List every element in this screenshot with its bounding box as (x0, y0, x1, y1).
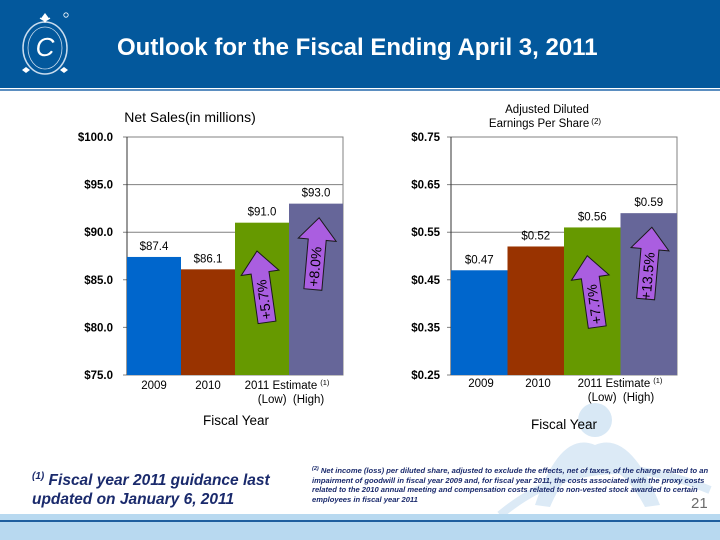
header-divider (0, 89, 720, 91)
chart-title-marker: (2) (591, 117, 601, 126)
data-label: $86.1 (194, 253, 223, 265)
x-tick-label: 2010 (195, 380, 221, 392)
growth-label: +5.7% (253, 279, 274, 321)
x-axis-label: Fiscal Year (203, 413, 270, 428)
y-tick-label: $0.65 (411, 180, 440, 192)
chart-title-line1: Adjusted Diluted (505, 104, 589, 116)
page-number: 21 (691, 495, 708, 512)
data-label: $93.0 (302, 188, 331, 200)
bar-2010 (181, 269, 235, 375)
y-tick-label: $0.25 (411, 370, 440, 382)
data-label: $91.0 (248, 207, 277, 219)
y-tick-label: $0.75 (411, 132, 440, 144)
x-tick-low-high: (Low) (High) (588, 392, 655, 404)
data-label: $0.47 (465, 254, 494, 266)
footnote-1-marker: (1) (32, 471, 45, 482)
x-tick-label: 2011 Estimate (1) (578, 376, 663, 390)
growth-arrow: +7.7% (570, 255, 611, 329)
y-tick-label: $100.0 (78, 132, 113, 144)
arrow-up-icon (297, 217, 338, 291)
arrow-up-icon (629, 226, 670, 301)
data-label: $0.59 (634, 197, 663, 209)
slide-header (0, 0, 720, 88)
x-axis-label: Fiscal Year (531, 417, 598, 432)
x-tick-label: 2009 (141, 380, 167, 392)
footer-band (0, 514, 720, 540)
footnote-2: (2) Net income (loss) per diluted share,… (312, 465, 712, 504)
growth-label: +13.5% (638, 252, 658, 301)
watermark-figure-icon (497, 403, 712, 515)
x-tick-low-high: (Low) (High) (258, 394, 325, 406)
growth-label: +8.0% (305, 246, 324, 287)
data-label: $0.56 (578, 211, 607, 223)
x-tick-estimate: 2011 Estimate (578, 378, 651, 390)
x-tick-estimate-marker: (1) (653, 376, 663, 385)
bar-2009 (127, 256, 181, 375)
x-tick-estimate: 2011 Estimate (245, 380, 318, 392)
y-tick-label: $0.35 (411, 322, 440, 334)
x-tick-estimate-marker: (1) (320, 378, 330, 387)
chart-title: Net Sales(in millions) (124, 109, 255, 125)
arrow-up-icon (570, 255, 611, 329)
svg-text:C: C (36, 32, 55, 62)
y-tick-label: $90.0 (84, 227, 113, 239)
x-tick-label: 2010 (525, 378, 551, 390)
y-tick-label: $80.0 (84, 322, 113, 334)
growth-label: +7.7% (583, 283, 604, 325)
footnote-1-text: Fiscal year 2011 guidance last updated o… (32, 472, 270, 508)
y-tick-label: $95.0 (84, 180, 113, 192)
footnote-2-marker: (2) (312, 466, 319, 472)
growth-arrow: +13.5% (629, 226, 670, 301)
crown-crafts-logo: C (22, 12, 69, 75)
growth-arrow: +8.0% (297, 217, 338, 291)
arrow-up-icon (240, 250, 281, 325)
y-tick-label: $75.0 (84, 370, 113, 382)
y-tick-label: $0.45 (411, 275, 440, 287)
x-tick-label: 2009 (468, 378, 494, 390)
bar-2010 (507, 246, 564, 375)
y-tick-label: $85.0 (84, 275, 113, 287)
bar-2009 (451, 270, 508, 375)
y-tick-label: $0.55 (411, 227, 440, 239)
footnote-2-text: Net income (loss) per diluted share, adj… (312, 466, 709, 504)
data-label: $87.4 (140, 241, 169, 253)
footnote-1: (1) Fiscal year 2011 guidance last updat… (32, 467, 302, 509)
footer-divider (0, 520, 720, 522)
data-label: $0.52 (521, 230, 550, 242)
chart-title-line2: Earnings Per Share (2) (489, 117, 601, 130)
growth-arrow: +5.7% (240, 250, 281, 325)
chart-title-line2-text: Earnings Per Share (489, 118, 589, 130)
slide-title: Outlook for the Fiscal Ending April 3, 2… (117, 34, 598, 61)
x-tick-label: 2011 Estimate (1) (245, 378, 330, 392)
